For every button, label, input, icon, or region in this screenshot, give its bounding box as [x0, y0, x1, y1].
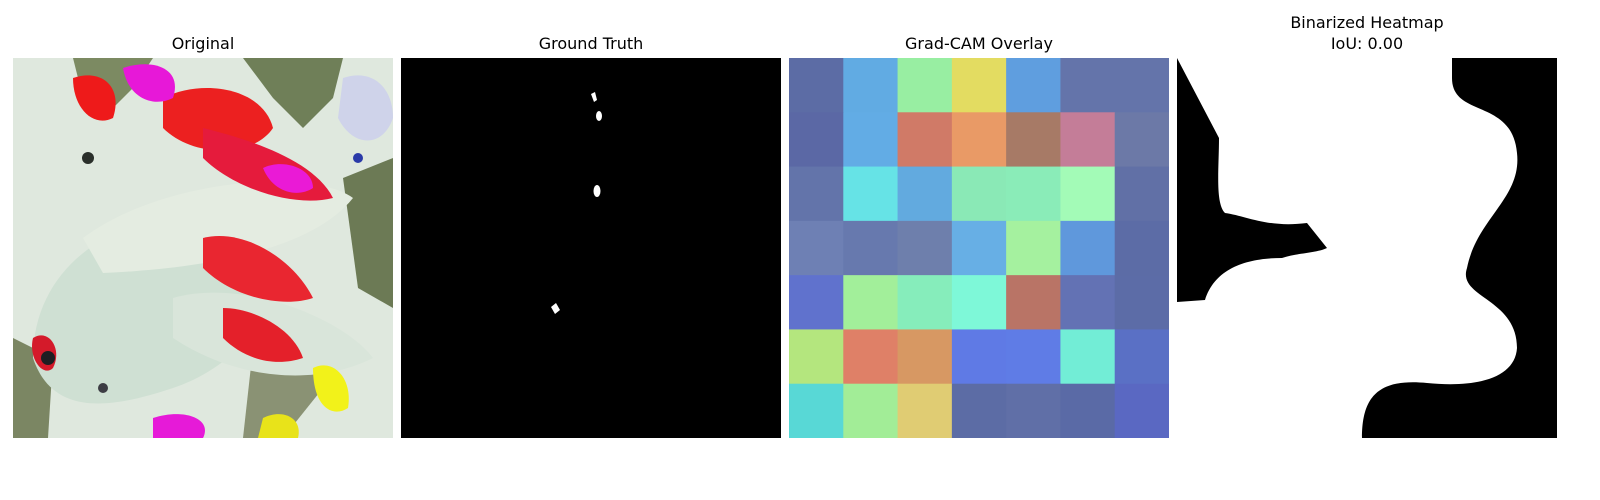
gradcam-cell: [1006, 220, 1061, 276]
gradcam-cell: [897, 166, 953, 222]
gradcam-overlay: [789, 58, 1169, 438]
mask-blob: [591, 92, 597, 102]
gradcam-cell: [1114, 166, 1169, 222]
gradcam-cell: [1114, 275, 1169, 330]
ground-truth-mask: [401, 58, 781, 438]
gradcam-cell: [951, 112, 1007, 168]
gradcam-cell: [1114, 112, 1169, 168]
gradcam-cell: [843, 58, 899, 113]
gradcam-cell: [789, 112, 844, 168]
gradcam-cell: [843, 383, 899, 438]
gradcam-cell: [1114, 383, 1169, 438]
gradcam-cell: [1114, 329, 1169, 385]
gradcam-cell: [897, 112, 953, 168]
gradcam-cell: [843, 220, 899, 276]
gradcam-cell: [843, 112, 899, 168]
gradcam-cell: [789, 58, 844, 113]
gradcam-cell: [1114, 58, 1169, 113]
gradcam-title: Grad-CAM Overlay: [905, 34, 1053, 53]
gradcam-cell: [843, 275, 899, 330]
gradcam-cell: [1060, 275, 1116, 330]
gradcam-cell: [1006, 112, 1061, 168]
gradcam-cell: [951, 329, 1007, 385]
gradcam-cell: [951, 58, 1007, 113]
ground-truth-title: Ground Truth: [538, 34, 644, 53]
iou-label: IoU: 0.00: [1330, 34, 1404, 53]
gradcam-cell: [1006, 58, 1061, 113]
gradcam-cell: [1060, 383, 1116, 438]
gradcam-cell: [897, 329, 953, 385]
gradcam-cell: [1060, 112, 1116, 168]
gradcam-cell: [1060, 166, 1116, 222]
gradcam-cell: [1060, 220, 1116, 276]
gradcam-cell: [951, 166, 1007, 222]
gradcam-cell: [789, 383, 844, 438]
gradcam-cell: [789, 166, 844, 222]
gradcam-cell: [1060, 58, 1116, 113]
binarized-title: Binarized Heatmap IoU: 0.00: [1177, 12, 1557, 54]
gradcam-cell: [1006, 329, 1061, 385]
mask-blob: [596, 111, 602, 121]
mask-blob: [551, 303, 560, 314]
binarized-heatmap: [1177, 58, 1557, 438]
gradcam-cell: [897, 220, 953, 276]
gradcam-cell: [1114, 220, 1169, 276]
original-title: Original: [171, 34, 235, 53]
gradcam-cell: [897, 275, 953, 330]
binarized-title-text: Binarized Heatmap: [1290, 13, 1444, 32]
original-image: [13, 58, 393, 438]
gradcam-cell: [1006, 383, 1061, 438]
gradcam-cell: [843, 166, 899, 222]
gradcam-cell: [897, 383, 953, 438]
gradcam-cell: [1060, 329, 1116, 385]
mask-blob: [593, 185, 601, 197]
gradcam-cell: [897, 58, 953, 113]
gradcam-cell: [789, 329, 844, 385]
gradcam-cell: [1006, 275, 1061, 330]
gradcam-cell: [843, 329, 899, 385]
gradcam-cell: [951, 275, 1007, 330]
gradcam-cell: [789, 275, 844, 330]
gradcam-cell: [789, 220, 844, 276]
gradcam-cell: [1006, 166, 1061, 222]
gradcam-cell: [951, 220, 1007, 276]
gradcam-cell: [951, 383, 1007, 438]
